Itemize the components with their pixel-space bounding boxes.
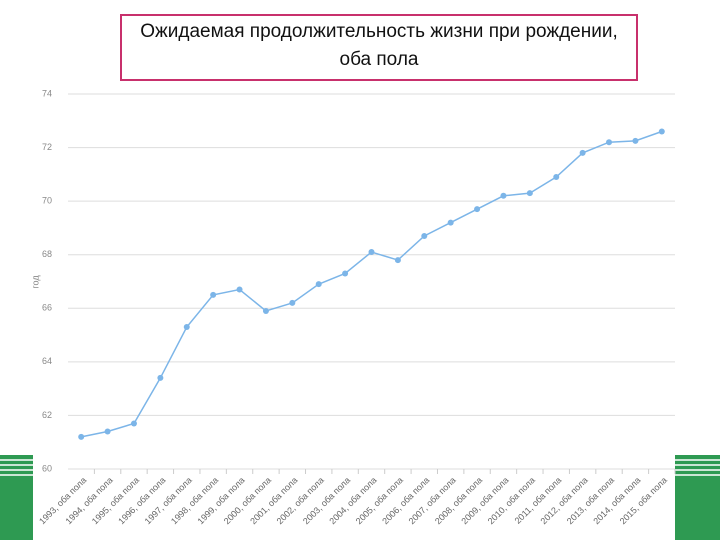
- point: [526, 190, 533, 197]
- point: [553, 174, 560, 181]
- point: [78, 433, 85, 440]
- point: [183, 324, 190, 331]
- y-tick-label: 64: [42, 356, 52, 366]
- title-wrap: Ожидаемая продолжительность жизни при ро…: [140, 21, 618, 70]
- y-tick-label: 62: [42, 410, 52, 420]
- point: [289, 299, 296, 306]
- y-tick-label: 66: [42, 303, 52, 313]
- y-tick-label: 72: [42, 142, 52, 152]
- title-box: [120, 14, 638, 81]
- y-tick-label: 74: [42, 88, 52, 98]
- point: [210, 291, 217, 298]
- y-axis-label: год: [30, 275, 40, 289]
- point: [130, 420, 137, 427]
- decoration: [0, 85, 720, 540]
- y-tick-label: 70: [42, 196, 52, 206]
- point: [447, 219, 454, 226]
- point: [236, 286, 243, 293]
- y-tick-label: 60: [42, 463, 52, 473]
- point: [394, 257, 401, 264]
- point: [315, 281, 322, 288]
- y-tick-label: 68: [42, 249, 52, 259]
- point: [474, 206, 481, 213]
- point: [579, 149, 586, 156]
- point: [157, 374, 164, 381]
- point: [606, 139, 613, 146]
- point: [262, 307, 269, 314]
- point: [104, 428, 111, 435]
- point: [421, 232, 428, 239]
- point: [500, 192, 507, 199]
- point: [658, 128, 665, 135]
- point: [632, 137, 639, 144]
- chart-title: Ожидаемая продолжительность жизни при ро…: [140, 21, 618, 70]
- point: [368, 249, 375, 256]
- point: [342, 270, 349, 277]
